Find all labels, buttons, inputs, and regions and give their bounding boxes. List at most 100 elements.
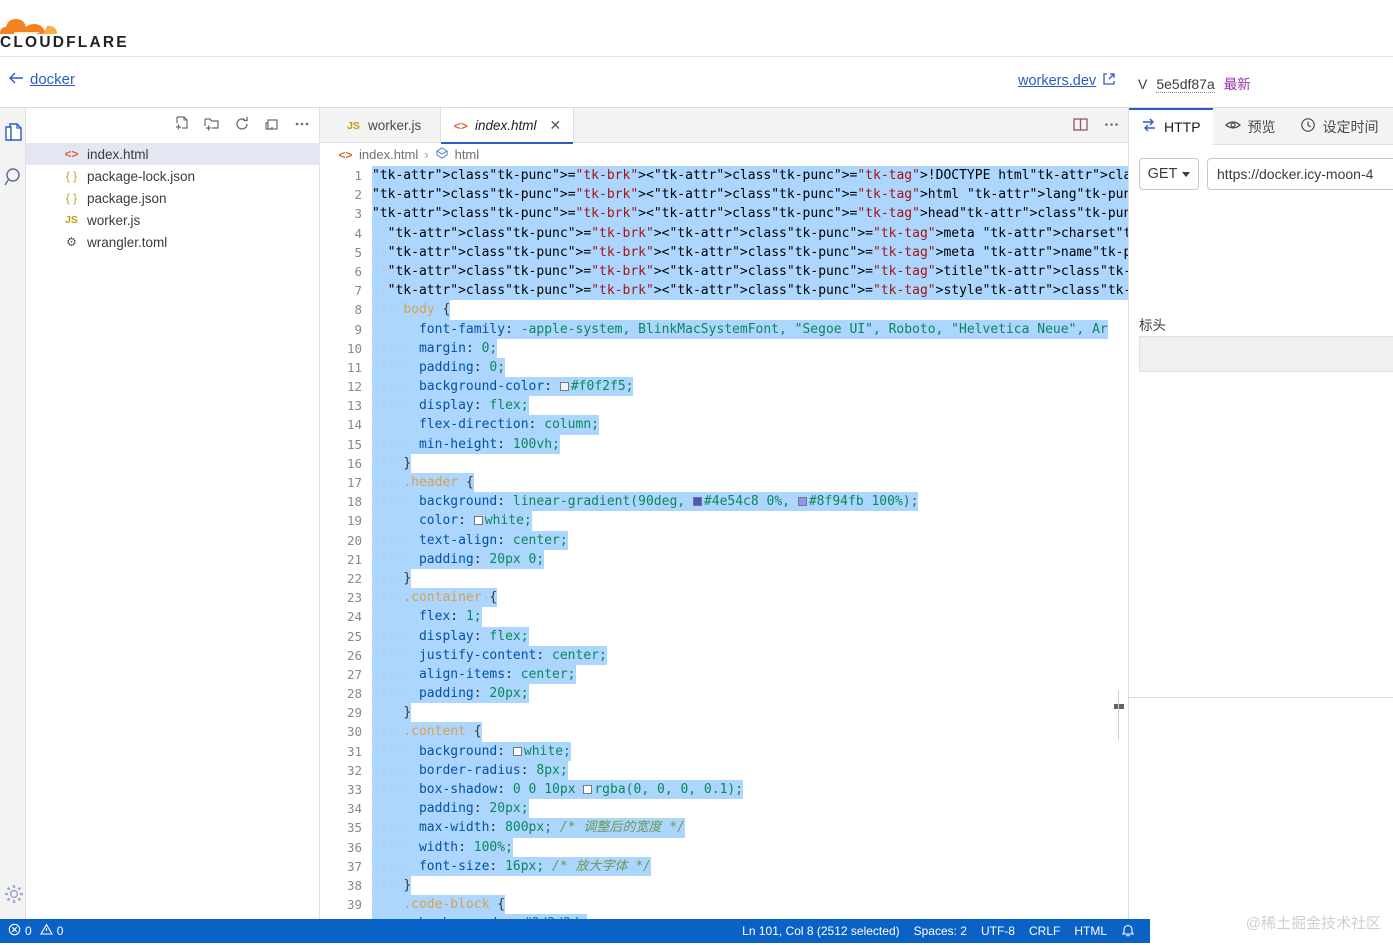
code-line-text: "tk-attr">class"tk-punc">="tk-brk"><"tk-… bbox=[372, 185, 1128, 205]
code-line: 24 ······flex: 1; bbox=[320, 607, 1128, 627]
line-number: 3 bbox=[354, 206, 362, 222]
line-number: 32 bbox=[346, 762, 362, 778]
ellipsis-icon[interactable] bbox=[1103, 116, 1120, 138]
code-line: 31 ······background: white; bbox=[320, 741, 1128, 761]
collapse-all-icon[interactable] bbox=[263, 115, 281, 133]
code-line: 32 ······border-radius: 8px; bbox=[320, 760, 1128, 781]
ellipsis-icon[interactable] bbox=[293, 115, 311, 133]
code-line-text: ······max-width: 800px; /* 调整后的宽度 */ bbox=[372, 818, 685, 838]
line-number: 4 bbox=[354, 225, 362, 241]
html-file-icon: <> bbox=[338, 147, 353, 162]
code-line-text: ······display: flex; bbox=[372, 626, 529, 646]
request-panel-tabs: HTTP 预览 设定时间 bbox=[1129, 108, 1393, 145]
code-line: 16 ····} bbox=[320, 453, 1128, 474]
code-line: 6 ··"tk-attr">class"tk-punc">="tk-brk"><"… bbox=[320, 261, 1128, 282]
tab-index-html[interactable]: <> index.html ✕ bbox=[440, 108, 575, 144]
code-line-text: ······flex-direction: column; bbox=[372, 415, 599, 435]
code-line-text: ····.container·{ bbox=[372, 588, 498, 608]
code-line-text: ······padding: 20px 0; bbox=[372, 549, 545, 569]
breadcrumb-item-symbol[interactable]: html bbox=[454, 147, 480, 162]
code-line: 28 ······padding: 20px; bbox=[320, 684, 1128, 704]
request-url-value: https://docker.icy-moon-4 bbox=[1217, 166, 1374, 182]
code-line: 40 ······background: #2d2d2d; bbox=[320, 914, 1128, 919]
workers-dev-link[interactable]: workers.dev bbox=[1018, 72, 1116, 90]
status-problems[interactable]: 0 0 bbox=[0, 923, 63, 939]
version-indicator[interactable]: V 5e5df87a 最新 bbox=[1138, 73, 1251, 93]
code-line-text: ······box-shadow: 0 0 10px rgba(0, 0, 0,… bbox=[372, 780, 744, 800]
refresh-icon[interactable] bbox=[233, 115, 251, 133]
status-bar: 0 0 Ln 101, Col 8 (2512 selected) Spaces… bbox=[0, 919, 1150, 943]
file-list: <> index.html { } package-lock.json { } … bbox=[26, 143, 320, 253]
tab-label: 预览 bbox=[1247, 118, 1276, 135]
bell-icon[interactable] bbox=[1114, 924, 1142, 938]
file-label: wrangler.toml bbox=[87, 234, 168, 250]
code-line-text: ······justify-content: center; bbox=[372, 645, 607, 665]
line-number: 14 bbox=[346, 417, 362, 433]
code-line: 33 ······box-shadow: 0 0 10px rgba(0, 0, … bbox=[320, 780, 1128, 800]
html-file-icon: <> bbox=[64, 147, 79, 161]
code-content[interactable]: 1 "tk-attr">class"tk-punc">="tk-brk"><"tk… bbox=[320, 166, 1128, 919]
new-folder-icon[interactable] bbox=[203, 115, 221, 133]
files-icon[interactable] bbox=[3, 121, 25, 143]
request-panel-divider bbox=[1129, 697, 1393, 698]
file-item-index-html[interactable]: <> index.html bbox=[26, 143, 320, 165]
search-icon[interactable] bbox=[3, 166, 25, 188]
file-item-package-lock-json[interactable]: { } package-lock.json bbox=[26, 165, 320, 187]
arrow-left-icon bbox=[8, 71, 24, 88]
http-method-select[interactable]: GET bbox=[1139, 158, 1199, 190]
code-line: 13 ······display: flex; bbox=[320, 396, 1128, 416]
code-line-text: "tk-attr">class"tk-punc">="tk-brk"><"tk-… bbox=[372, 204, 1128, 224]
file-item-worker-js[interactable]: JS worker.js bbox=[26, 209, 320, 231]
code-line-text: ······border-radius: 8px; bbox=[372, 760, 568, 781]
cursor-position[interactable]: Ln 101, Col 8 (2512 selected) bbox=[742, 924, 900, 938]
error-count: 0 bbox=[25, 924, 32, 938]
editor-scrollbar-thumb[interactable] bbox=[1114, 704, 1124, 709]
breadcrumb-item-file[interactable]: index.html bbox=[359, 147, 419, 162]
new-file-icon[interactable] bbox=[173, 115, 191, 133]
line-number: 26 bbox=[346, 647, 362, 663]
code-line: 15 ······min-height: 100vh; bbox=[320, 434, 1128, 454]
code-line-text: ····} bbox=[372, 703, 412, 723]
tab-schedule-time[interactable]: 设定时间 bbox=[1288, 108, 1391, 145]
code-line-text: ······background-color: #f0f2f5; bbox=[372, 377, 634, 397]
code-line-text: ····} bbox=[372, 568, 412, 589]
encoding-setting[interactable]: UTF-8 bbox=[980, 924, 1015, 938]
request-url-input[interactable]: https://docker.icy-moon-4 bbox=[1207, 158, 1393, 190]
project-bar: docker workers.dev V 5e5df87a 最新 bbox=[0, 57, 1393, 165]
file-label: worker.js bbox=[87, 212, 141, 228]
line-number: 27 bbox=[346, 666, 362, 682]
gear-icon[interactable] bbox=[3, 883, 25, 905]
external-link-icon bbox=[1102, 72, 1116, 90]
language-mode[interactable]: HTML bbox=[1074, 924, 1107, 938]
status-right-group: Ln 101, Col 8 (2512 selected) Spaces: 2 … bbox=[735, 924, 1142, 938]
symbol-element-icon bbox=[435, 146, 449, 163]
split-editor-icon[interactable] bbox=[1072, 116, 1089, 138]
code-line-text: ······display: flex; bbox=[372, 396, 529, 416]
code-line-text: ··"tk-attr">class"tk-punc">="tk-brk"><"t… bbox=[372, 281, 1128, 301]
close-icon[interactable]: ✕ bbox=[549, 117, 562, 133]
http-swap-icon bbox=[1141, 117, 1157, 136]
cloudflare-wordmark: CLOUDFLARE bbox=[0, 34, 129, 51]
line-number: 18 bbox=[346, 494, 362, 510]
code-line: 30 ····.content·{ bbox=[320, 722, 1128, 742]
file-label: package.json bbox=[87, 190, 167, 206]
back-to-docker-link[interactable]: docker bbox=[8, 71, 75, 88]
file-item-package-json[interactable]: { } package.json bbox=[26, 187, 320, 209]
chevron-down-icon bbox=[1182, 171, 1191, 177]
cloudflare-header: CLOUDFLARE bbox=[0, 0, 1393, 57]
code-line-text: ······align-items: center; bbox=[372, 664, 576, 685]
code-line: 14 ······flex-direction: column; bbox=[320, 415, 1128, 435]
code-line-text: ····} bbox=[372, 875, 412, 896]
file-item-wrangler-toml[interactable]: ⚙ wrangler.toml bbox=[26, 231, 320, 253]
tab-http[interactable]: HTTP bbox=[1129, 108, 1213, 145]
line-number: 25 bbox=[346, 628, 362, 644]
indentation-setting[interactable]: Spaces: 2 bbox=[913, 924, 967, 938]
code-line: 8 ····body·{ bbox=[320, 300, 1128, 320]
eol-setting[interactable]: CRLF bbox=[1028, 924, 1061, 938]
headers-empty-state[interactable]: 未指定标头 bbox=[1139, 336, 1393, 372]
code-line-text: ······text-align: center; bbox=[372, 530, 568, 550]
tab-worker-js[interactable]: JS worker.js bbox=[334, 108, 433, 143]
line-number: 13 bbox=[346, 398, 362, 414]
tab-preview[interactable]: 预览 bbox=[1213, 108, 1288, 145]
code-line: 12 ······background-color: #f0f2f5; bbox=[320, 377, 1128, 397]
